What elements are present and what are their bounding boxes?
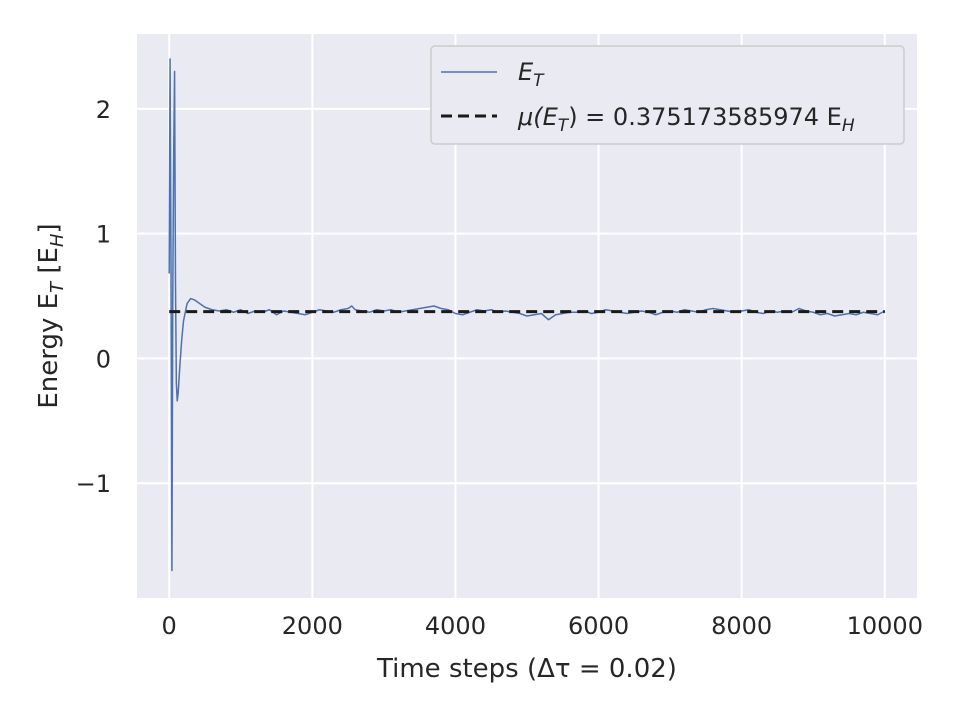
y-axis-label-middle: [E (34, 247, 64, 282)
x-tick-label: 4000 (425, 612, 486, 640)
x-axis-label: Time steps (Δτ = 0.02) (376, 654, 677, 684)
x-tick-label: 10000 (847, 612, 923, 640)
legend-label-mean-sub2: H (842, 116, 855, 136)
legend: ET μ(ET) = 0.375173585974 EH (430, 45, 905, 145)
legend-label-mean: μ(ET) = 0.375173585974 EH (517, 103, 855, 136)
legend-box (430, 45, 905, 145)
series-layer (168, 58, 886, 572)
legend-label-et-sub: T (533, 71, 545, 91)
y-axis-label-sub1: T (47, 280, 68, 293)
x-tick-label: 6000 (568, 612, 629, 640)
legend-label-mean-middle: ) = 0.375173585974 E (568, 103, 842, 131)
tick-labels: 0 2000 4000 6000 8000 10000 −1 0 1 2 (76, 96, 923, 640)
x-tick-label: 0 (162, 612, 177, 640)
x-tick-label: 2000 (282, 612, 343, 640)
y-tick-label: 0 (96, 345, 111, 373)
legend-label-et-main: E (518, 58, 534, 86)
y-tick-label: 1 (96, 221, 111, 249)
y-tick-label: 2 (96, 96, 111, 124)
y-tick-label: −1 (76, 470, 111, 498)
legend-label-et: ET (518, 58, 545, 91)
x-tick-label: 8000 (711, 612, 772, 640)
legend-label-mean-sub: T (558, 116, 570, 136)
y-axis-label-sub2: H (47, 233, 68, 247)
series-line-et (168, 58, 886, 572)
y-axis-label-main: Energy E (34, 293, 64, 409)
y-axis-label-suffix: ] (34, 223, 64, 233)
y-axis-label: Energy ET [EH] (34, 223, 68, 408)
legend-label-mean-prefix: μ(E (517, 103, 559, 131)
